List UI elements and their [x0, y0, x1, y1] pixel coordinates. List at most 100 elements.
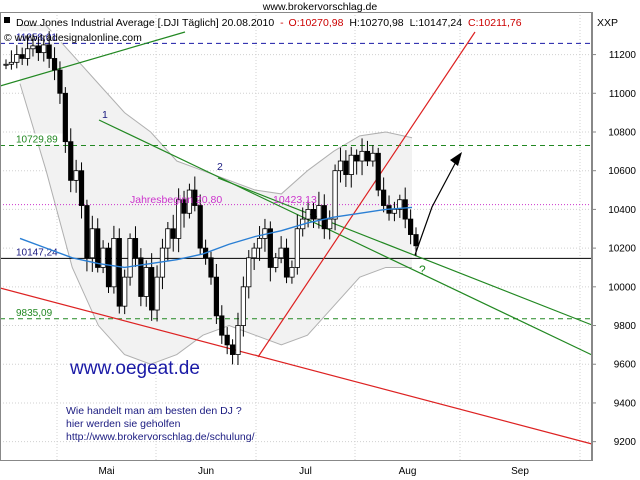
candle-body: [219, 315, 225, 336]
candle-body: [278, 247, 284, 259]
candle-body: [375, 152, 381, 191]
x-tick-label: Jun: [198, 466, 214, 477]
x-tick-label: Jul: [299, 466, 312, 477]
x-tick-label: Aug: [399, 466, 417, 477]
note-line-3: http://www.brokervorschlag.de/schulung/: [66, 431, 255, 443]
y-tick-label: 11000: [609, 89, 637, 100]
candle-body: [170, 228, 176, 239]
level-label: 10729,89: [16, 135, 58, 146]
candle-body: [197, 205, 203, 249]
candle-body: [316, 205, 322, 220]
candle-body: [41, 44, 47, 54]
level-label-bg: [14, 133, 64, 145]
candle-body: [19, 54, 25, 59]
candle-body: [413, 234, 419, 247]
high-value: H:10270,98: [349, 17, 403, 29]
candle-body: [235, 325, 241, 355]
note-line-1: Wie handelt man am besten den DJ ?: [66, 405, 242, 417]
candle-body: [273, 257, 279, 268]
copyright: © www.tradesignalonline.com: [4, 32, 142, 44]
candle-body: [370, 152, 376, 162]
candle-body: [294, 228, 300, 268]
jahresbeginn-label: Jahresbeginn 20,80: [130, 194, 222, 206]
trendline-green-2: [217, 177, 593, 326]
candle-body: [127, 238, 133, 278]
value-label-10423: 10423,13: [273, 194, 317, 206]
candle-body: [267, 228, 273, 268]
header-marker: [4, 17, 10, 23]
candle-body: [364, 150, 371, 162]
y-tick-label: 9400: [614, 398, 637, 409]
candle-body: [381, 189, 387, 206]
projection-arrowhead: [450, 152, 462, 166]
candle-body: [181, 199, 187, 214]
candle-body: [359, 150, 365, 162]
candle-body: [256, 238, 263, 249]
level-label-bg: [14, 306, 64, 318]
candle-body: [208, 257, 214, 278]
level-label-bg: [14, 31, 64, 43]
candle-body: [111, 238, 117, 288]
candle-body: [8, 61, 14, 65]
candle-body: [68, 141, 74, 181]
projection-arrow: [414, 157, 459, 256]
candle-body: [51, 58, 58, 71]
candle-body: [116, 238, 122, 307]
candle-body: [310, 209, 317, 220]
candle-body: [14, 54, 20, 63]
candle-body: [408, 218, 414, 235]
y-tick-label: 11200: [609, 50, 637, 61]
candle-body: [154, 276, 160, 311]
level-label: 11258,01: [16, 32, 57, 43]
y-tick-label: 10800: [608, 127, 636, 138]
y-tick-label: 9800: [614, 321, 637, 332]
sma-line: [19, 206, 413, 269]
bollinger-lower-line: [19, 83, 412, 365]
symbol-label: XXP: [597, 17, 618, 29]
wave-2-label: 2: [217, 161, 223, 173]
candle-body: [354, 154, 360, 162]
y-tick-label: 10000: [608, 282, 636, 293]
plot-frame: [0, 12, 592, 461]
candle-body: [149, 267, 155, 311]
trendline-green-1: [98, 119, 593, 356]
candle-body: [305, 209, 311, 220]
level-label: 9835,09: [16, 308, 53, 319]
level-label: 10147,24: [16, 247, 58, 258]
candle-body: [251, 247, 257, 259]
candle-body: [57, 69, 63, 94]
candle-body: [246, 257, 252, 288]
candle-body: [122, 276, 128, 307]
trendline-green-upper: [0, 31, 186, 87]
candle-body: [100, 247, 106, 268]
candle-body: [186, 189, 193, 214]
instrument-label: Dow Jones Industrial Average [.DJI Tägli…: [16, 17, 274, 29]
candle-body: [192, 189, 198, 206]
y-tick-label: 10200: [608, 244, 636, 255]
x-tick-label: Sep: [511, 466, 529, 477]
candle-body: [229, 344, 236, 355]
candle-body: [73, 170, 79, 181]
candle-body: [321, 205, 327, 230]
candle-body: [138, 257, 144, 297]
candle-body: [62, 92, 68, 143]
candle-body: [24, 48, 31, 59]
candle-body: [213, 276, 219, 317]
candle-body: [176, 199, 182, 239]
candle-body: [3, 63, 9, 66]
y-tick-label: 10600: [608, 166, 636, 177]
candle-body: [402, 199, 408, 220]
candle-body: [46, 44, 52, 59]
trendline-red-up: [257, 31, 476, 358]
candle-body: [35, 45, 41, 54]
candle-body: [30, 45, 36, 50]
candle-body: [289, 267, 295, 278]
candle-body: [132, 238, 139, 259]
hyphen: -: [280, 17, 284, 29]
note-line-2: hier werden sie geholfen: [66, 418, 181, 430]
y-tick-label: 9200: [614, 437, 637, 448]
candle-body: [224, 334, 230, 346]
x-tick-label: Mai: [98, 466, 114, 477]
y-tick-label: 10400: [608, 205, 636, 216]
